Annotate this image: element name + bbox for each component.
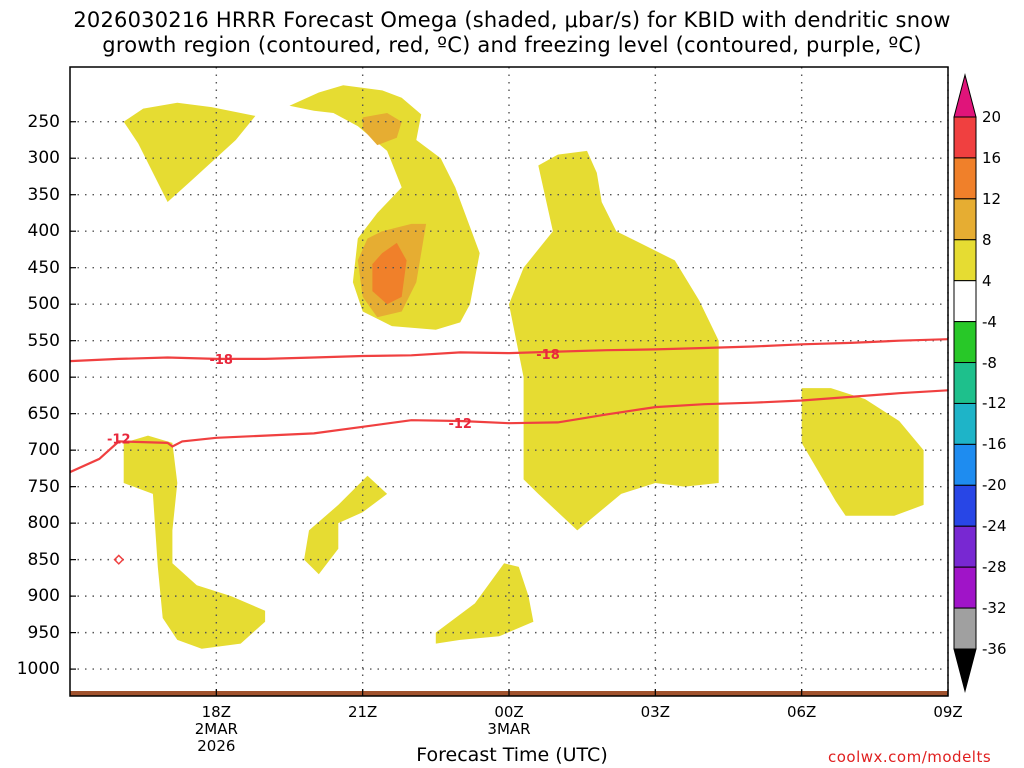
colorbar-label: -24 [982, 517, 1007, 536]
colorbar-label: -4 [982, 312, 997, 331]
colorbar-swatch [953, 280, 977, 323]
omega-region-4 [435, 563, 534, 644]
colorbar-swatch [953, 525, 977, 568]
colorbar-bottom-arrow [953, 648, 977, 693]
y-tick-label: 350 [27, 184, 60, 205]
y-tick-label: 650 [27, 403, 60, 424]
omega-colorbar [953, 73, 977, 693]
omega-region-4 [123, 102, 256, 202]
colorbar-swatch [953, 157, 977, 200]
y-tick-label: 800 [27, 513, 60, 534]
y-tick-label: 300 [27, 148, 60, 169]
colorbar-label: 20 [982, 108, 1002, 126]
colorbar-top-arrow [953, 73, 977, 118]
y-tick-label: 1000 [16, 659, 60, 680]
y-tick-label: 900 [27, 586, 60, 607]
colorbar-label: -36 [982, 640, 1007, 658]
colorbar-swatch [953, 607, 977, 650]
colorbar-swatch [953, 198, 977, 241]
isotherm-line [70, 338, 948, 363]
omega-region-4 [304, 475, 388, 575]
colorbar-label: -12 [982, 394, 1007, 413]
y-tick-label: 550 [27, 330, 60, 351]
chart-title-line-2: growth region (contoured, red, ºC) and f… [102, 33, 922, 57]
y-tick-label: 850 [27, 549, 60, 570]
omega-region-4 [123, 435, 266, 649]
y-tick-label: 700 [27, 440, 60, 461]
colorbar-swatch [953, 321, 977, 364]
y-tick-label: 750 [27, 476, 60, 497]
colorbar-swatch [953, 443, 977, 486]
colorbar-label: 4 [982, 271, 992, 290]
isotherm-label: -18 [536, 348, 560, 363]
y-tick-label: 250 [27, 111, 60, 132]
colorbar-swatch [953, 484, 977, 527]
omega-region-8 [362, 113, 402, 146]
x-tick-label: 2026 [197, 737, 236, 755]
omega-region-12 [372, 242, 407, 305]
colorbar-label: -20 [982, 476, 1007, 495]
x-tick-label: 09Z [933, 703, 963, 721]
colorbar-swatch [953, 239, 977, 282]
x-tick-label: 03Z [640, 703, 671, 721]
x-tick-label: 2MAR [194, 720, 238, 738]
colorbar-label: 12 [982, 189, 1002, 208]
colorbar-label: -28 [982, 558, 1007, 577]
colorbar-swatch [953, 402, 977, 445]
x-tick-label: 18Z [201, 703, 232, 721]
y-tick-label: 500 [27, 294, 60, 315]
omega-region-4 [289, 85, 480, 330]
y-tick-label: 950 [27, 622, 60, 643]
colorbar-label: 8 [982, 230, 992, 249]
omega-region-4 [801, 388, 924, 516]
y-tick-label: 600 [27, 367, 60, 388]
x-axis-title: Forecast Time (UTC) [416, 744, 608, 766]
colorbar-swatch [953, 362, 977, 404]
colorbar-label: 16 [982, 148, 1002, 167]
y-tick-label: 400 [27, 221, 60, 242]
isotherm-label: -12 [107, 432, 131, 447]
chart-title-line-1: 2026030216 HRRR Forecast Omega (shaded, … [73, 8, 951, 32]
isotherm-point-marker [113, 554, 125, 565]
isotherm-line [70, 389, 948, 474]
colorbar-swatch [953, 566, 977, 609]
colorbar-label: -16 [982, 435, 1007, 454]
colorbar-swatch [953, 116, 977, 159]
x-tick-label: 3MAR [487, 720, 531, 738]
omega-region-4 [509, 150, 719, 531]
y-tick-label: 450 [27, 257, 60, 278]
colorbar-label: -32 [982, 599, 1007, 618]
colorbar-label: -8 [982, 353, 997, 372]
isotherm-label: -18 [209, 353, 233, 368]
x-tick-label: 21Z [347, 703, 378, 721]
credit-link[interactable]: coolwx.com/modelts [828, 748, 992, 766]
x-tick-label: 00Z [494, 703, 524, 721]
x-tick-label: 06Z [786, 703, 817, 721]
isotherm-label: -12 [448, 417, 472, 432]
